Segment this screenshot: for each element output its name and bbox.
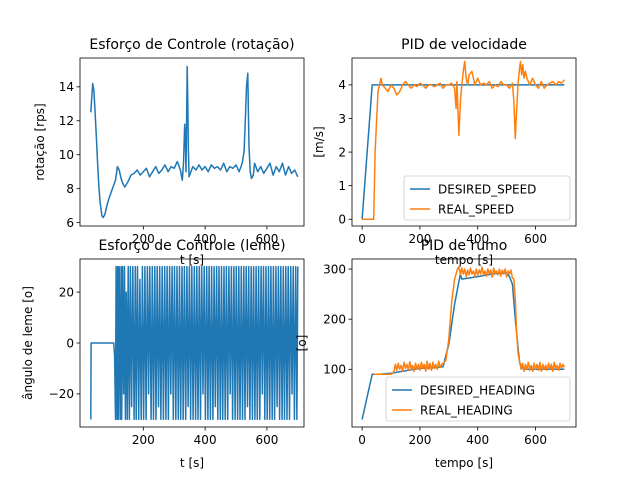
y-tick-label: 10: [59, 148, 74, 162]
series-line-desired-speed: [361, 84, 565, 220]
y-tick-label: −20: [49, 387, 74, 401]
x-tick-label: 600: [524, 433, 547, 447]
y-tick-label: 200: [323, 312, 346, 326]
y-tick-label: 14: [59, 80, 74, 94]
chart-rotation-effort: Esforço de Controle (rotação) t [s] rota…: [33, 37, 305, 267]
y-tick-label: 100: [323, 363, 346, 377]
y-tick-label: 2: [338, 145, 346, 159]
series-line-real-speed: [362, 60, 565, 221]
y-axis-label: rotação [rps]: [33, 103, 47, 180]
series-line-real-heading: [373, 265, 566, 376]
axes-frame: [351, 57, 577, 227]
chart-title: PID de rumo: [421, 238, 508, 254]
chart-heading-pid: PID de rumo tempo [s] [o] 0 200 400 600 100 2…: [295, 238, 577, 470]
legend: DESIRED_HEADING REAL_HEADING: [385, 376, 571, 422]
x-tick-label: 400: [466, 433, 489, 447]
y-tick-label: 20: [59, 285, 74, 299]
x-axis-label: tempo [s]: [435, 253, 493, 267]
chart-title: Esforço de Controle (leme): [98, 238, 285, 254]
x-axis-label: t [s]: [180, 253, 204, 267]
series-line-data: [90, 265, 299, 421]
x-axis-label: t [s]: [180, 456, 204, 470]
legend-label-real-heading: REAL_HEADING: [420, 404, 513, 418]
y-tick-label: 12: [59, 114, 74, 128]
x-tick-label: 600: [255, 232, 278, 246]
y-tick-label: 3: [338, 112, 346, 126]
x-tick-label: 400: [194, 232, 217, 246]
chart-title: Esforço de Controle (rotação): [89, 37, 294, 53]
y-tick-label: 0: [66, 336, 74, 350]
legend-box: [403, 175, 571, 221]
x-tick-label: 200: [132, 433, 155, 447]
x-tick-label: 0: [358, 232, 366, 246]
x-tick-label: 600: [255, 433, 278, 447]
x-tick-label: 200: [408, 232, 431, 246]
axes-frame: [351, 258, 577, 428]
legend: DESIRED_SPEED REAL_SPEED: [403, 175, 571, 221]
x-tick-label: 0: [358, 433, 366, 447]
chart-title: PID de velocidade: [401, 37, 527, 53]
y-axis-label: [m/s]: [312, 126, 326, 157]
x-tick-label: 600: [524, 232, 547, 246]
x-tick-label: 200: [408, 433, 431, 447]
series-line-data: [90, 65, 299, 219]
y-tick-label: 8: [66, 182, 74, 196]
legend-label-real-speed: REAL_SPEED: [438, 203, 514, 217]
y-axis-label: ângulo de leme [o]: [21, 286, 35, 400]
x-tick-label: 400: [466, 232, 489, 246]
axes-frame: [79, 57, 305, 227]
legend-label-desired-speed: DESIRED_SPEED: [438, 183, 536, 197]
y-tick-label: 6: [66, 216, 74, 230]
legend-label-desired-heading: DESIRED_HEADING: [420, 384, 535, 398]
legend-box: [385, 376, 571, 422]
x-tick-label: 200: [132, 232, 155, 246]
y-tick-label: 1: [338, 179, 346, 193]
chart-speed-pid: PID de velocidade tempo [s] [m/s] 0 200 40…: [312, 37, 577, 267]
y-tick-label: 0: [338, 213, 346, 227]
y-tick-label: 4: [338, 78, 346, 92]
chart-rudder-effort: Esforço de Controle (leme) t [s] ângulo …: [21, 238, 305, 470]
x-tick-label: 400: [194, 433, 217, 447]
y-axis-label: [o]: [295, 335, 309, 352]
x-axis-label: tempo [s]: [435, 456, 493, 470]
y-tick-label: 300: [323, 262, 346, 276]
